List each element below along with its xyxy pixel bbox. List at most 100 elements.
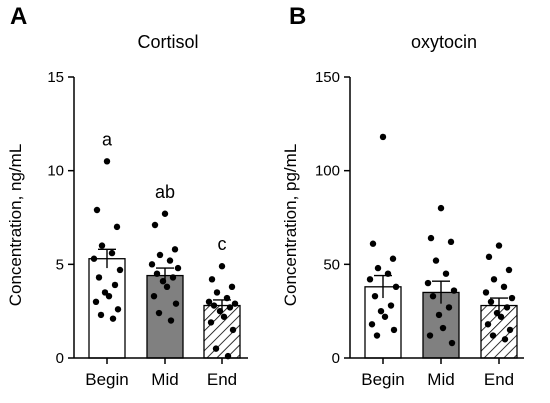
panel-a-y-tick-label: 10 <box>47 163 64 180</box>
panel-b-data-point <box>450 287 458 294</box>
panel-a-data-point <box>216 307 224 315</box>
panel-a-title: Cortisol <box>137 32 198 52</box>
panel-a-data-point <box>153 270 161 277</box>
panel-b-data-point <box>392 283 400 291</box>
panel-b-data-point <box>435 311 443 319</box>
panel-a-data-point <box>167 317 175 324</box>
panel-b-data-point <box>381 313 389 320</box>
panel-b-data-point <box>374 264 382 272</box>
panel-a-significance-label: c <box>218 234 227 254</box>
panel-a-data-point <box>155 309 163 317</box>
panel-a-data-point <box>108 249 116 257</box>
panel-b-data-point <box>447 238 455 246</box>
panel-a-data-point <box>97 311 105 319</box>
panel-a-data-point <box>116 266 124 274</box>
panel-a-x-tick-label: End <box>207 370 237 389</box>
panel-a-plot: a ab c 0 5 10 15 Begin Mid End <box>47 69 248 389</box>
panel-b-data-point <box>490 276 498 283</box>
panel-a-significance-label: a <box>102 129 113 149</box>
panel-b-data-point <box>485 253 493 261</box>
panel-b-data-point <box>489 332 497 339</box>
panel-b-data-point <box>377 307 385 315</box>
panel-b-data-point <box>437 204 445 212</box>
panel-b-data-point <box>426 332 434 339</box>
panel-a-data-point <box>207 319 215 326</box>
panel-b-data-point <box>445 304 453 311</box>
panel-b-title: oxytocin <box>411 32 477 52</box>
panel-a-letter: A <box>10 3 27 30</box>
panel-b-data-point <box>493 309 501 317</box>
panel-a-data-point <box>220 313 228 320</box>
panel-b-data-point <box>442 270 450 277</box>
panel-b-data-point <box>439 324 447 332</box>
panel-b-data-point <box>379 133 387 141</box>
panel-b: B oxytocin Concentration, pg/mL 0 50 100 15… <box>281 3 524 389</box>
panel-a-data-point <box>212 345 220 352</box>
panel-a-data-point <box>111 281 119 289</box>
panel-b-x-tick-label: Mid <box>427 370 454 389</box>
panel-b-data-point <box>506 326 514 334</box>
panel-b-data-point <box>448 339 456 347</box>
panel-b-data-point <box>390 326 398 334</box>
panel-a-data-point <box>226 304 234 311</box>
panel-a-data-point <box>166 257 174 264</box>
panel-b-y-tick-label: 50 <box>323 256 340 273</box>
panel-a-data-point <box>169 274 177 281</box>
panel-b-data-point <box>503 304 511 311</box>
panel-a-data-point <box>150 292 158 300</box>
panel-a-data-point <box>95 274 103 281</box>
panel-a-data-point <box>105 292 113 300</box>
panel-a-x-tick-label: Mid <box>151 370 178 389</box>
panel-a-data-point <box>148 261 156 268</box>
panel-b-data-point <box>505 266 513 274</box>
panel-a-data-point <box>161 210 169 217</box>
panel-b-data-point <box>432 257 440 264</box>
panel-a-y-tick-label: 0 <box>56 350 64 367</box>
panel-b-y-tick-label: 150 <box>315 69 340 86</box>
panel-a-data-point <box>172 300 180 307</box>
panel-a: A Cortisol Concentration, ng/mL a ab c 0 5 10… <box>6 3 248 389</box>
panel-a-data-point <box>159 277 167 285</box>
panel-b-data-point <box>387 302 395 309</box>
panel-b-data-point <box>366 276 374 283</box>
panel-b-data-point <box>384 270 392 277</box>
panel-a-data-point <box>151 221 159 229</box>
panel-b-letter: B <box>289 3 306 30</box>
panel-a-data-point <box>114 306 122 313</box>
panel-a-data-point <box>218 263 226 270</box>
panel-a-data-point <box>163 283 171 291</box>
panel-a-data-point <box>208 276 216 283</box>
panel-b-data-point <box>371 292 379 300</box>
panel-a-data-point <box>101 289 109 296</box>
panel-b-y-tick-label: 0 <box>332 350 340 367</box>
panel-b-data-point <box>487 298 495 305</box>
panel-b-data-point <box>484 321 492 328</box>
panel-b-data-point <box>482 289 490 296</box>
panel-b-data-point <box>500 283 508 291</box>
panel-b-y-tick-label: 100 <box>315 163 340 180</box>
panel-a-data-point <box>93 206 101 214</box>
panel-a-significance-label: ab <box>155 182 175 202</box>
panel-a-data-point <box>213 289 221 296</box>
panel-a-data-point <box>92 298 100 305</box>
panel-b-data-point <box>368 321 376 328</box>
panel-b-data-point <box>389 255 397 262</box>
panel-a-data-point <box>228 283 236 291</box>
panel-a-data-point <box>210 302 218 309</box>
panel-b-x-tick-label: Begin <box>361 370 404 389</box>
panel-b-data-point <box>495 242 503 249</box>
panel-b-data-point <box>429 292 437 300</box>
panel-a-data-point <box>171 246 179 253</box>
panel-a-y-tick-label: 5 <box>56 256 64 273</box>
panel-a-data-point <box>231 300 239 307</box>
panel-a-data-point <box>113 223 121 231</box>
panel-b-data-point <box>424 279 432 287</box>
panel-b-data-point <box>373 332 381 339</box>
panel-b-x-tick-label: End <box>484 370 514 389</box>
panel-b-data-point <box>369 240 377 247</box>
panel-b-plot: 0 50 100 150 Begin Mid End <box>315 69 524 389</box>
panel-b-data-point <box>508 294 516 302</box>
panel-a-data-point <box>174 264 182 272</box>
panel-b-data-point <box>427 234 435 242</box>
